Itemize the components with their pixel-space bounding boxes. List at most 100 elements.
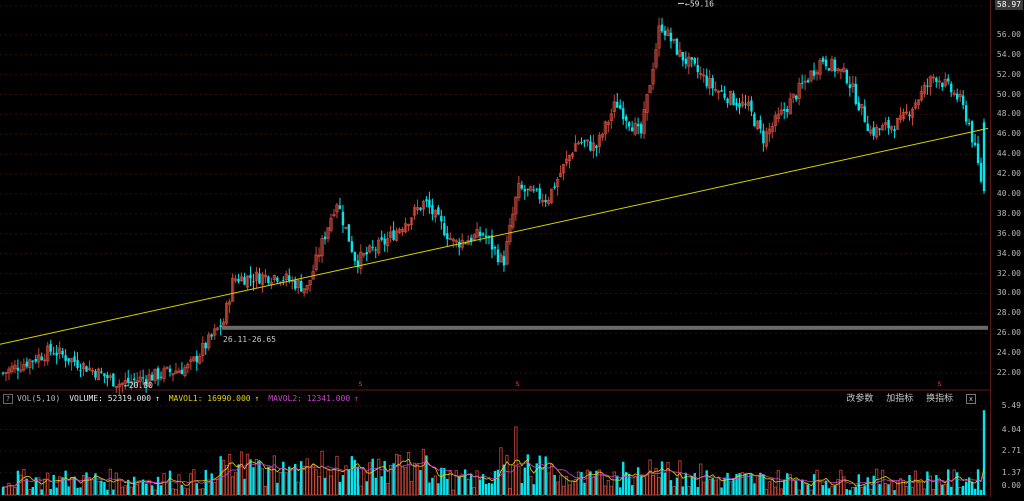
volume-bar [910,487,915,496]
candle-up [129,381,133,383]
candle-up [320,238,324,257]
candle-down [616,101,619,108]
volume-bar [314,469,318,496]
candle-up [69,358,74,363]
volume-bar [96,480,101,496]
volume-bar [230,476,235,496]
candle-down [496,249,500,263]
candle-up [755,120,760,129]
volume-bar [750,473,753,495]
volume-bar [708,479,712,496]
volume-bar [535,463,538,495]
candle-down [371,247,374,249]
volume-bar [282,461,285,495]
close-icon[interactable]: x [966,394,976,404]
indicator-name: VOL(5,10) [17,394,61,403]
volume-bar [603,485,607,496]
candle-down [926,85,929,87]
candle-up [717,90,721,93]
edit-params-button[interactable]: 改参数 [846,394,874,404]
price-axis: 58.97 56.00 54.00 52.00 50.00 48.00 46.00 44.0… [990,0,1024,497]
volume-bar [609,485,613,496]
candle-up [233,278,238,281]
volume-bar [779,488,783,496]
switch-indicator-button[interactable]: 换指标 [926,394,954,404]
volume-bar [803,483,807,496]
candle-up [517,182,521,199]
candle-down [800,82,804,84]
candle-down [720,90,723,92]
volume-bar [460,473,464,496]
candle-down [356,260,360,268]
volume-bar [806,484,810,495]
candle-up [514,196,518,215]
candle-down [794,95,798,100]
candle-up [272,275,276,280]
volume-bar [812,474,816,495]
candle-down [705,75,708,87]
volume-bar [225,465,229,496]
volume-bar [147,479,151,496]
candle-down [675,38,679,55]
volume-bar [174,489,178,496]
candle-up [189,359,193,362]
candle-up [454,240,458,243]
candle-down [976,143,980,164]
volume-bar [254,458,259,496]
volume-bar [284,472,288,496]
volume-bar [475,470,479,496]
candle-down [180,369,184,375]
candle-down [156,368,160,380]
volume-bar [472,487,476,496]
candle-up [147,374,151,387]
volume-bar [696,486,699,495]
add-indicator-button[interactable]: 加指标 [886,394,914,404]
volume-bar [827,488,831,495]
candle-up [678,49,682,57]
candle-down [267,276,270,283]
candle-down [786,109,789,113]
candle-up [788,98,792,115]
volume-bar [597,469,601,496]
candle-down [750,100,753,112]
volume-bar [87,477,92,496]
volume-bar [377,458,381,496]
volume-bar [150,485,154,495]
volume-bar [502,464,506,495]
volume-bar [595,470,598,495]
candle-up [597,135,601,147]
volume-bar [25,478,29,495]
volume-tick-label: 5.49 [1001,401,1021,410]
candle-down [759,120,762,129]
candle-down [159,376,163,378]
volume-bar [589,471,592,495]
candle-down [299,280,303,292]
candle-up [201,343,205,357]
candle-down [848,84,852,89]
candle-up [165,366,169,369]
volume-bar [889,480,894,496]
price-tick-label: 46.00 [996,129,1021,139]
volume-bar [702,481,706,496]
volume-bar [308,467,312,496]
help-icon[interactable]: ? [3,394,13,404]
candle-up [332,214,336,216]
volume-bar [791,479,795,496]
volume-bar [412,462,417,496]
volume-bar [630,485,634,495]
candle-down [833,59,837,72]
candle-down [544,200,547,202]
candle-down [935,77,938,82]
volume-bar [294,463,297,495]
candle-down [887,120,890,129]
candle-up [448,238,452,240]
volume-bar [964,481,968,495]
volume-bar [955,472,959,495]
candle-up [922,84,926,94]
candle-down [437,207,440,215]
volume-bar [699,463,703,496]
volume-bar [421,448,426,496]
price-tick-label: 50.00 [996,89,1021,99]
current-price-tag: 58.97 [994,0,1023,10]
